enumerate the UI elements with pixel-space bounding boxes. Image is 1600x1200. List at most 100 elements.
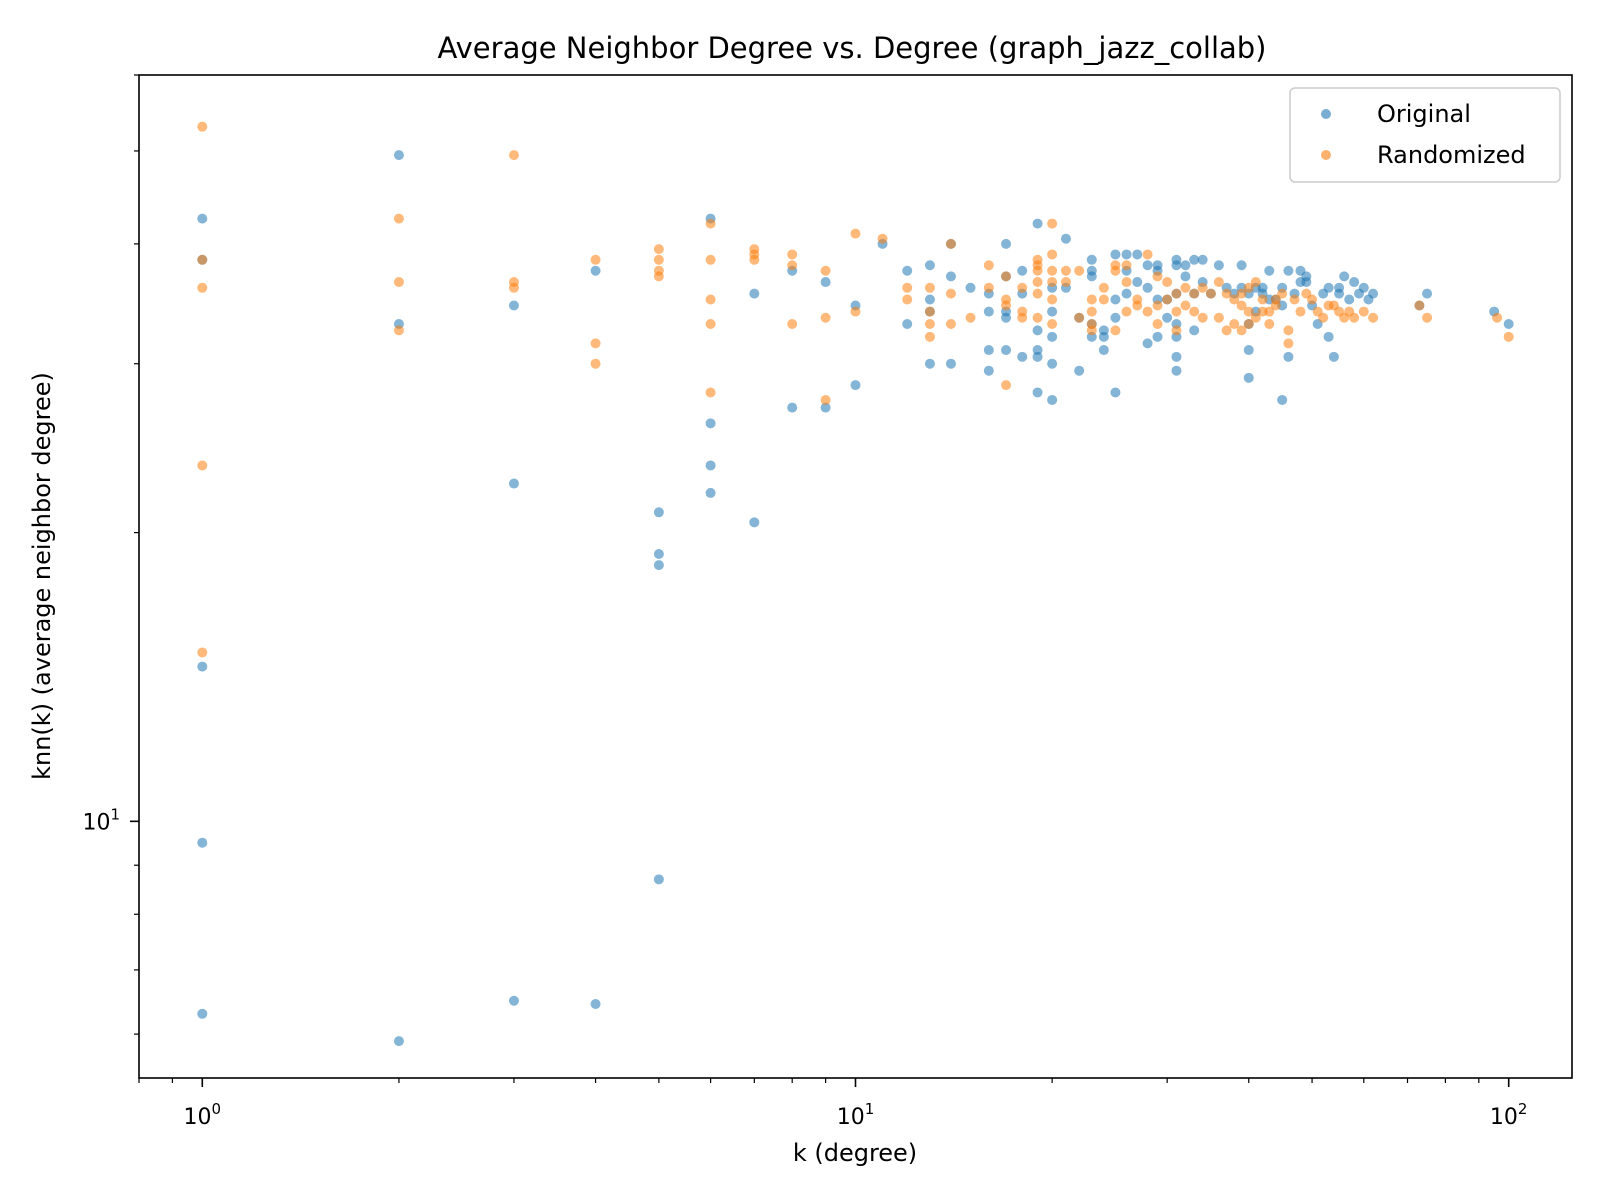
data-point-randomized [850,228,861,239]
data-point-original [1339,271,1350,282]
data-point-randomized [924,282,935,293]
data-point-original [945,271,956,282]
data-point-randomized [1229,319,1240,330]
data-point-randomized [1358,306,1369,317]
data-point-original [1503,319,1514,330]
data-point-original [749,517,760,528]
data-point-randomized [1086,294,1097,305]
plot-frame [138,74,1573,1079]
data-point-randomized [1047,249,1058,260]
data-point-randomized [1205,288,1216,299]
data-point-randomized [653,244,664,255]
data-point-original [924,260,935,271]
data-point-randomized [1503,331,1514,342]
data-point-original [1060,233,1071,244]
data-point-original [1277,394,1288,405]
data-point-original [902,265,913,276]
data-point-original [1132,249,1143,260]
data-point-original [924,358,935,369]
data-point-original [1086,271,1097,282]
data-point-original [1171,365,1182,376]
data-point-original [983,345,994,356]
data-point-randomized [924,306,935,317]
data-point-original [393,150,404,161]
data-point-original [1047,394,1058,405]
data-point-randomized [705,218,716,229]
data-point-original [1323,331,1334,342]
legend-marker-original [1321,109,1331,119]
data-point-randomized [1368,312,1379,323]
series-randomized [197,121,1514,658]
data-point-original [1032,325,1043,336]
data-point-original [197,661,208,672]
data-point-randomized [1236,288,1247,299]
legend-marker-randomized [1321,150,1331,160]
data-point-original [902,319,913,330]
data-point-randomized [1001,271,1012,282]
data-point-randomized [1047,265,1058,276]
data-point-original [1368,288,1379,299]
data-point-randomized [1243,282,1254,293]
data-point-randomized [1349,312,1360,323]
data-point-randomized [1189,306,1200,317]
data-point-original [787,402,798,413]
data-point-randomized [705,254,716,265]
data-point-randomized [1213,277,1224,288]
data-point-randomized [653,254,664,265]
data-point-randomized [1017,282,1028,293]
data-point-randomized [1283,325,1294,336]
data-point-randomized [590,254,601,265]
x-tick-label: 101 [837,1100,875,1130]
data-point-randomized [1171,288,1182,299]
data-point-randomized [508,282,519,293]
data-point-original [1358,282,1369,293]
data-point-original [1283,351,1294,362]
data-point-randomized [1142,306,1153,317]
data-point-randomized [508,150,519,161]
data-point-randomized [1180,300,1191,311]
data-point-original [1171,351,1182,362]
data-point-randomized [945,288,956,299]
data-point-original [508,478,519,489]
data-point-randomized [820,394,831,405]
data-point-randomized [1250,277,1261,288]
data-point-original [1001,345,1012,356]
data-point-original [1171,254,1182,265]
data-point-randomized [1047,277,1058,288]
data-point-original [983,365,994,376]
data-point-randomized [1032,312,1043,323]
data-point-randomized [787,260,798,271]
data-point-randomized [902,282,913,293]
data-point-randomized [787,249,798,260]
data-point-original [1142,282,1153,293]
data-point-randomized [1264,319,1275,330]
data-point-randomized [1001,380,1012,391]
legend-label-randomized: Randomized [1377,141,1526,169]
data-point-original [1047,358,1058,369]
data-point-randomized [1243,306,1254,317]
data-point-original [508,995,519,1006]
data-point-randomized [705,294,716,305]
data-point-randomized [1132,300,1143,311]
data-point-randomized [1098,282,1109,293]
data-point-original [1047,331,1058,342]
data-point-randomized [945,319,956,330]
data-point-original [1086,254,1097,265]
data-point-original [705,418,716,429]
data-point-original [1344,294,1355,305]
data-point-original [1001,312,1012,323]
data-point-original [1110,387,1121,398]
data-point-original [508,300,519,311]
data-point-randomized [1152,319,1163,330]
data-point-original [1189,254,1200,265]
data-point-randomized [197,121,208,132]
data-point-original [1032,387,1043,398]
legend-label-original: Original [1377,100,1471,128]
data-point-original [197,213,208,224]
x-tick-label: 100 [184,1100,222,1130]
data-point-randomized [1289,294,1300,305]
data-point-randomized [1197,312,1208,323]
data-point-randomized [1307,294,1318,305]
data-point-original [1189,325,1200,336]
